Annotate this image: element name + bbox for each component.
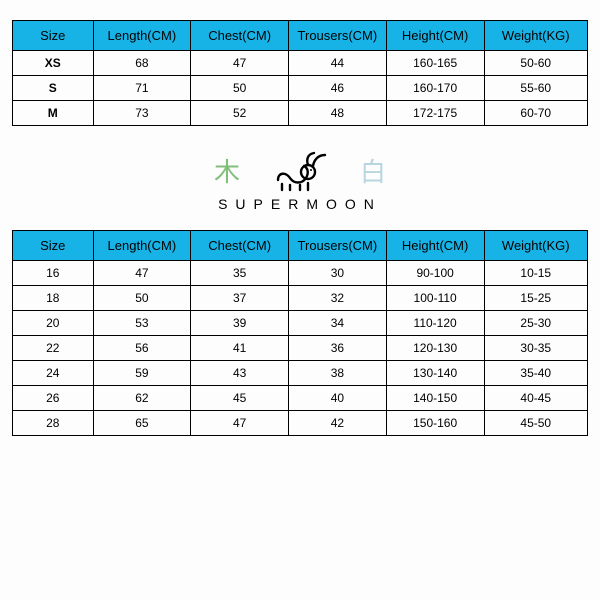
table-row: 20533934110-12025-30 — [13, 311, 588, 336]
table-cell: 71 — [93, 76, 191, 101]
column-header: Weight(KG) — [484, 21, 588, 51]
column-header: Weight(KG) — [484, 231, 588, 261]
table-cell: 10-15 — [484, 261, 588, 286]
table-cell: 48 — [289, 101, 387, 126]
table-cell: 45-50 — [484, 411, 588, 436]
table-cell: 36 — [289, 336, 387, 361]
table-cell: 26 — [13, 386, 94, 411]
table-row: XS684744160-16550-60 — [13, 51, 588, 76]
column-header: Height(CM) — [386, 21, 484, 51]
kids-size-table: SizeLength(CM)Chest(CM)Trousers(CM)Heigh… — [12, 230, 588, 436]
column-header: Trousers(CM) — [289, 21, 387, 51]
table-cell: 130-140 — [386, 361, 484, 386]
column-header: Length(CM) — [93, 21, 191, 51]
table-cell: 150-160 — [386, 411, 484, 436]
table-cell: 15-25 — [484, 286, 588, 311]
table-cell: 41 — [191, 336, 289, 361]
table-cell: 50 — [191, 76, 289, 101]
column-header: Chest(CM) — [191, 231, 289, 261]
table-cell: 62 — [93, 386, 191, 411]
table-cell: 16 — [13, 261, 94, 286]
table-cell: 38 — [289, 361, 387, 386]
table-cell: 110-120 — [386, 311, 484, 336]
rabbit-icon — [268, 150, 332, 192]
table-row: S715046160-17055-60 — [13, 76, 588, 101]
table-cell: 68 — [93, 51, 191, 76]
table-cell: S — [13, 76, 94, 101]
table-cell: 90-100 — [386, 261, 484, 286]
kids-body: 1647353090-10010-1518503732100-11015-252… — [13, 261, 588, 436]
table-cell: 43 — [191, 361, 289, 386]
table-cell: 44 — [289, 51, 387, 76]
column-header: Height(CM) — [386, 231, 484, 261]
table-cell: 120-130 — [386, 336, 484, 361]
table-cell: 24 — [13, 361, 94, 386]
brand-block: 木 白 SUPERMOON — [12, 150, 588, 212]
table-cell: 60-70 — [484, 101, 588, 126]
table-cell: 40 — [289, 386, 387, 411]
table-row: 24594338130-14035-40 — [13, 361, 588, 386]
table-cell: 172-175 — [386, 101, 484, 126]
table-cell: 160-170 — [386, 76, 484, 101]
table-cell: 47 — [191, 411, 289, 436]
table-cell: 47 — [191, 51, 289, 76]
table-cell: XS — [13, 51, 94, 76]
kids-header-row: SizeLength(CM)Chest(CM)Trousers(CM)Heigh… — [13, 231, 588, 261]
table-cell: 20 — [13, 311, 94, 336]
table-cell: 73 — [93, 101, 191, 126]
table-cell: 59 — [93, 361, 191, 386]
table-cell: 45 — [191, 386, 289, 411]
table-cell: 30 — [289, 261, 387, 286]
column-header: Size — [13, 21, 94, 51]
brand-name: SUPERMOON — [12, 196, 588, 212]
table-cell: 40-45 — [484, 386, 588, 411]
table-row: 18503732100-11015-25 — [13, 286, 588, 311]
cjk-right-glyph: 白 — [360, 158, 386, 184]
cjk-left-glyph: 木 — [214, 158, 240, 184]
column-header: Size — [13, 231, 94, 261]
table-cell: 53 — [93, 311, 191, 336]
adult-body: XS684744160-16550-60S715046160-17055-60M… — [13, 51, 588, 126]
table-row: 22564136120-13030-35 — [13, 336, 588, 361]
table-cell: 35 — [191, 261, 289, 286]
table-cell: 160-165 — [386, 51, 484, 76]
table-cell: 18 — [13, 286, 94, 311]
table-row: 1647353090-10010-15 — [13, 261, 588, 286]
table-cell: 39 — [191, 311, 289, 336]
adult-header-row: SizeLength(CM)Chest(CM)Trousers(CM)Heigh… — [13, 21, 588, 51]
table-cell: 32 — [289, 286, 387, 311]
table-cell: 35-40 — [484, 361, 588, 386]
table-cell: 56 — [93, 336, 191, 361]
table-cell: 140-150 — [386, 386, 484, 411]
table-cell: 52 — [191, 101, 289, 126]
table-cell: 65 — [93, 411, 191, 436]
column-header: Chest(CM) — [191, 21, 289, 51]
table-cell: 37 — [191, 286, 289, 311]
adult-size-table: SizeLength(CM)Chest(CM)Trousers(CM)Heigh… — [12, 20, 588, 126]
table-cell: 46 — [289, 76, 387, 101]
table-cell: 50-60 — [484, 51, 588, 76]
table-cell: 25-30 — [484, 311, 588, 336]
table-row: 28654742150-16045-50 — [13, 411, 588, 436]
brand-row: 木 白 — [12, 150, 588, 192]
table-row: M735248172-17560-70 — [13, 101, 588, 126]
table-cell: 30-35 — [484, 336, 588, 361]
table-cell: 28 — [13, 411, 94, 436]
column-header: Trousers(CM) — [289, 231, 387, 261]
table-row: 26624540140-15040-45 — [13, 386, 588, 411]
table-cell: 47 — [93, 261, 191, 286]
table-cell: 100-110 — [386, 286, 484, 311]
table-cell: 42 — [289, 411, 387, 436]
table-cell: 34 — [289, 311, 387, 336]
table-cell: 22 — [13, 336, 94, 361]
table-cell: 55-60 — [484, 76, 588, 101]
table-cell: M — [13, 101, 94, 126]
column-header: Length(CM) — [93, 231, 191, 261]
table-cell: 50 — [93, 286, 191, 311]
